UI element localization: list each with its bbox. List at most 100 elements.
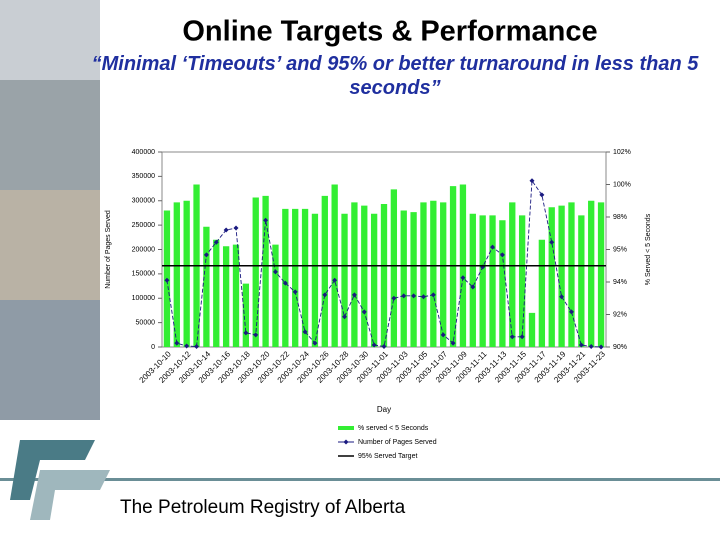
- marker: [460, 275, 466, 281]
- bar: [440, 202, 447, 347]
- marker: [598, 344, 604, 350]
- bar: [213, 239, 220, 347]
- marker: [203, 252, 209, 258]
- y2-tick-label: 90%: [613, 344, 627, 351]
- marker: [559, 294, 565, 300]
- bar: [311, 213, 319, 347]
- bar: [262, 195, 269, 347]
- marker: [549, 239, 555, 245]
- marker: [164, 277, 170, 283]
- photo: [0, 0, 100, 80]
- legend-swatch: [343, 439, 349, 445]
- subtitle-box: “Minimal ‘Timeouts’ and 95% or better tu…: [91, 53, 699, 99]
- marker: [588, 344, 594, 350]
- marker: [499, 252, 505, 258]
- y2-tick-label: 95%: [613, 246, 627, 253]
- marker: [174, 340, 180, 346]
- marker: [213, 239, 219, 245]
- title: Online Targets & Performance: [182, 16, 597, 48]
- bar: [568, 202, 575, 347]
- bar: [489, 215, 496, 347]
- bar: [282, 208, 289, 347]
- bar: [370, 213, 378, 347]
- y2-tick-label: 94%: [613, 279, 627, 286]
- bar: [420, 202, 427, 347]
- marker: [253, 332, 259, 338]
- marker: [312, 340, 318, 346]
- legend-label: 95% Served Target: [358, 453, 417, 460]
- bar: [449, 186, 457, 347]
- marker: [539, 192, 545, 198]
- bar: [341, 213, 348, 347]
- marker: [529, 178, 535, 184]
- marker: [272, 269, 278, 275]
- bar: [430, 200, 437, 347]
- bar: [242, 283, 250, 347]
- bar: [410, 212, 417, 347]
- logo: [0, 440, 720, 520]
- legend-label: Number of Pages Served: [358, 439, 437, 446]
- marker: [322, 292, 328, 298]
- marker: [184, 343, 190, 349]
- subtitle: “Minimal ‘Timeouts’ and 95% or better tu…: [91, 53, 699, 99]
- bar: [558, 205, 565, 347]
- photo: [0, 80, 100, 190]
- bar: [469, 213, 476, 347]
- bar: [588, 200, 595, 347]
- bar: [272, 244, 279, 347]
- marker: [430, 292, 436, 298]
- marker: [194, 344, 200, 350]
- marker: [509, 334, 515, 340]
- marker: [292, 289, 298, 295]
- marker: [568, 309, 574, 315]
- bar: [361, 205, 368, 347]
- logo-shape: [10, 440, 95, 500]
- footer: The Petroleum Registry of Alberta: [120, 497, 406, 518]
- marker: [391, 295, 397, 301]
- marker: [263, 217, 269, 223]
- bar: [479, 215, 486, 347]
- marker: [470, 284, 476, 290]
- bar: [509, 202, 516, 347]
- bar: [183, 200, 190, 347]
- rule: [0, 478, 720, 481]
- marker: [578, 342, 584, 348]
- y-tick-label: 350000: [132, 173, 155, 180]
- y-tick-label: 300000: [132, 198, 155, 205]
- line: [166, 179, 602, 348]
- legend-swatch: [338, 426, 354, 430]
- marker: [243, 330, 249, 336]
- marker: [371, 342, 377, 348]
- bar: [499, 220, 506, 347]
- y-axis-title: Number of Pages Served: [105, 210, 112, 289]
- bar: [400, 210, 407, 347]
- marker: [282, 280, 288, 286]
- bar: [173, 202, 180, 347]
- photo-column: [0, 0, 100, 420]
- marker: [401, 293, 407, 299]
- marker: [332, 277, 338, 283]
- photo: [0, 300, 100, 420]
- y-tick-label: 250000: [132, 222, 155, 229]
- photo: [0, 190, 100, 300]
- marker: [233, 225, 239, 231]
- bar: [292, 208, 299, 347]
- bar: [380, 204, 388, 347]
- bar: [518, 215, 526, 347]
- legend-label: % served < 5 Seconds: [358, 425, 429, 432]
- marker: [440, 332, 446, 338]
- marker: [411, 293, 417, 299]
- y2-tick-label: 98%: [613, 214, 627, 221]
- bar: [390, 189, 398, 347]
- marker: [342, 314, 348, 320]
- bar: [301, 208, 309, 347]
- y2-axis-title: % Served < 5 Seconds: [645, 213, 652, 285]
- y-tick-label: 50000: [136, 319, 156, 326]
- bar: [351, 202, 358, 347]
- bar: [538, 239, 546, 347]
- bar: [321, 195, 328, 347]
- logo-shape: [30, 470, 110, 520]
- y-tick-label: 200000: [132, 246, 155, 253]
- x-axis-title: Day: [377, 405, 391, 414]
